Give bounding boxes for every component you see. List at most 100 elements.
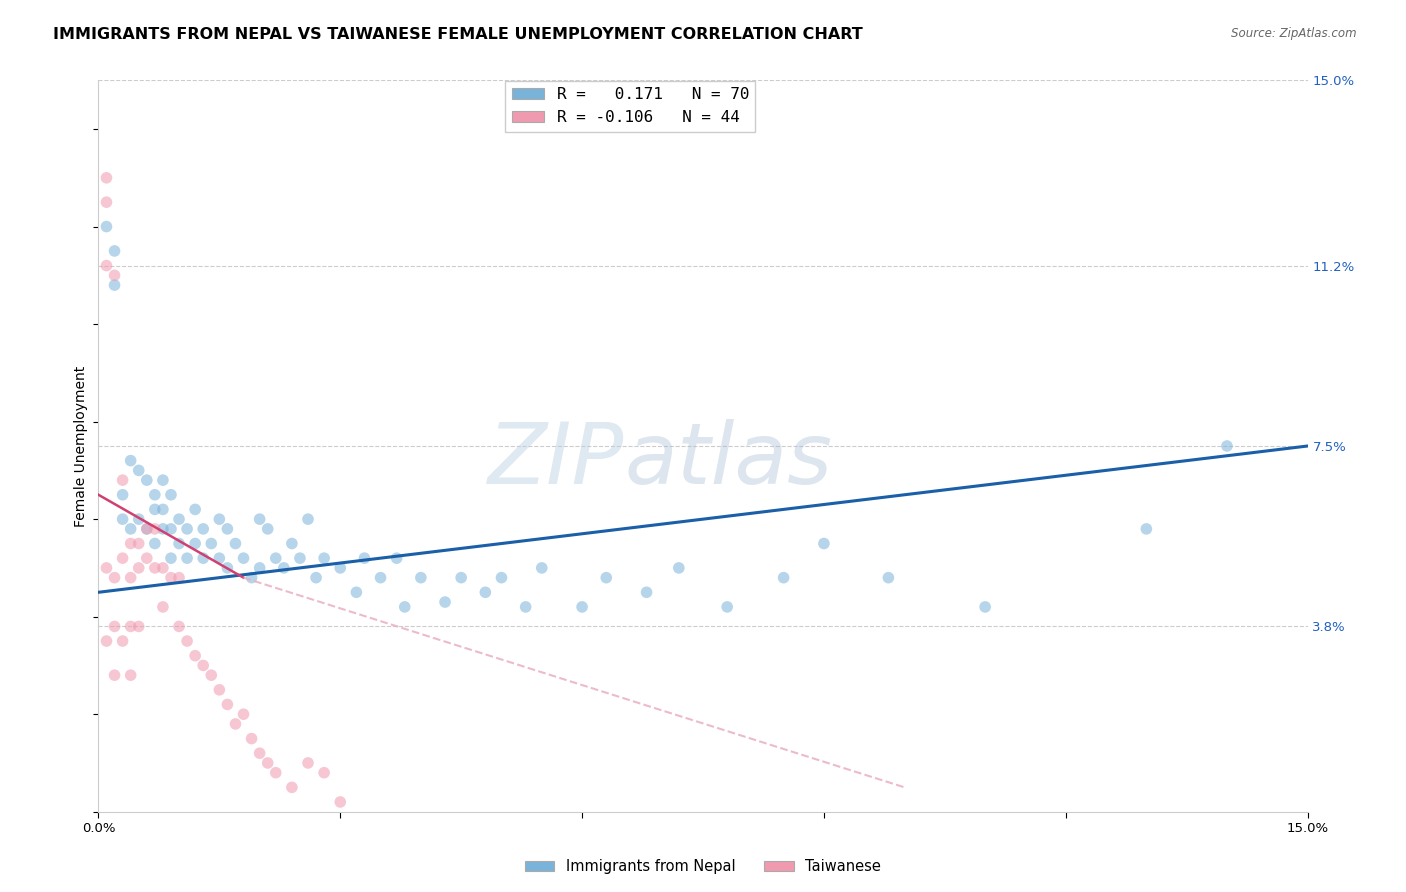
Point	[167, 571, 190, 585]
Point	[385, 551, 408, 566]
Point	[160, 571, 183, 585]
Point	[273, 561, 295, 575]
Point	[240, 571, 263, 585]
Point	[96, 259, 118, 273]
Point	[128, 561, 150, 575]
Point	[193, 522, 215, 536]
Point	[184, 648, 207, 663]
Point	[200, 536, 222, 550]
Point	[370, 571, 392, 585]
Point	[135, 473, 157, 487]
Point	[974, 599, 997, 614]
Point	[353, 551, 375, 566]
Point	[281, 780, 304, 795]
Point	[297, 512, 319, 526]
Point	[176, 522, 198, 536]
Point	[96, 219, 118, 234]
Point	[143, 561, 166, 575]
Point	[103, 278, 125, 293]
Point	[256, 522, 278, 536]
Point	[877, 571, 900, 585]
Point	[1135, 522, 1157, 536]
Point	[772, 571, 794, 585]
Point	[208, 551, 231, 566]
Text: IMMIGRANTS FROM NEPAL VS TAIWANESE FEMALE UNEMPLOYMENT CORRELATION CHART: IMMIGRANTS FROM NEPAL VS TAIWANESE FEMAL…	[53, 27, 863, 42]
Point	[208, 512, 231, 526]
Point	[120, 453, 142, 467]
Point	[281, 536, 304, 550]
Point	[668, 561, 690, 575]
Point	[120, 619, 142, 633]
Point	[264, 765, 287, 780]
Point	[813, 536, 835, 550]
Point	[128, 619, 150, 633]
Point	[1216, 439, 1239, 453]
Point	[128, 463, 150, 477]
Point	[120, 668, 142, 682]
Point	[103, 619, 125, 633]
Point	[314, 551, 336, 566]
Point	[240, 731, 263, 746]
Point	[249, 512, 271, 526]
Point	[135, 551, 157, 566]
Point	[111, 488, 134, 502]
Point	[152, 502, 174, 516]
Point	[329, 795, 352, 809]
Point	[160, 522, 183, 536]
Point	[103, 571, 125, 585]
Point	[111, 512, 134, 526]
Point	[314, 765, 336, 780]
Point	[135, 522, 157, 536]
Text: Source: ZipAtlas.com: Source: ZipAtlas.com	[1232, 27, 1357, 40]
Point	[200, 668, 222, 682]
Point	[143, 488, 166, 502]
Point	[450, 571, 472, 585]
Point	[249, 561, 271, 575]
Text: ZIP: ZIP	[488, 419, 624, 502]
Point	[152, 522, 174, 536]
Point	[217, 561, 239, 575]
Point	[152, 473, 174, 487]
Point	[329, 561, 352, 575]
Point	[128, 536, 150, 550]
Point	[160, 551, 183, 566]
Legend: R =   0.171   N = 70, R = -0.106   N = 44: R = 0.171 N = 70, R = -0.106 N = 44	[505, 81, 755, 132]
Point	[111, 634, 134, 648]
Point	[636, 585, 658, 599]
Point	[184, 502, 207, 516]
Point	[167, 536, 190, 550]
Point	[288, 551, 311, 566]
Point	[344, 585, 367, 599]
Point	[264, 551, 287, 566]
Point	[297, 756, 319, 770]
Point	[232, 551, 254, 566]
Point	[434, 595, 457, 609]
Point	[716, 599, 738, 614]
Y-axis label: Female Unemployment: Female Unemployment	[75, 366, 89, 526]
Point	[256, 756, 278, 770]
Point	[111, 551, 134, 566]
Point	[152, 599, 174, 614]
Point	[143, 536, 166, 550]
Point	[530, 561, 553, 575]
Point	[474, 585, 496, 599]
Point	[217, 522, 239, 536]
Point	[595, 571, 617, 585]
Point	[135, 522, 157, 536]
Point	[249, 746, 271, 760]
Point	[103, 268, 125, 283]
Legend: Immigrants from Nepal, Taiwanese: Immigrants from Nepal, Taiwanese	[519, 854, 887, 880]
Point	[96, 195, 118, 210]
Point	[217, 698, 239, 712]
Point	[184, 536, 207, 550]
Point	[96, 561, 118, 575]
Point	[160, 488, 183, 502]
Point	[208, 682, 231, 697]
Point	[111, 473, 134, 487]
Point	[571, 599, 593, 614]
Point	[193, 658, 215, 673]
Point	[96, 170, 118, 185]
Point	[515, 599, 537, 614]
Point	[224, 536, 246, 550]
Point	[224, 717, 246, 731]
